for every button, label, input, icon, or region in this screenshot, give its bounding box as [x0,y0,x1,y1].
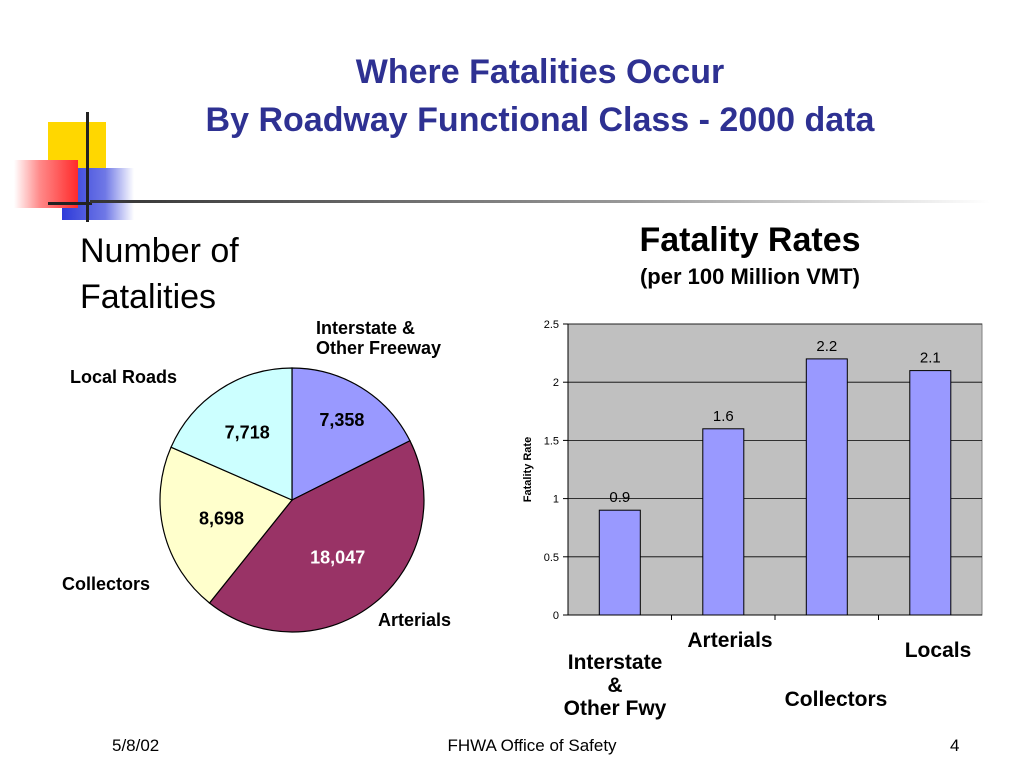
pie-value-label-collectors: 8,698 [199,508,244,528]
pie-title-line-1: Number of [80,232,239,270]
pie-slice-interstate [291,367,411,501]
pie-value-label-interstate: 7,358 [319,410,364,430]
bar-collectors [805,358,848,616]
bar-category-label-collectors: Collectors [784,688,888,711]
deco-red-square [14,160,78,208]
y-tick-label: 1.5 [544,435,559,447]
pie-slice-arterials [208,439,425,633]
bar-chart-title: Fatality Rates [639,221,861,259]
footer-date: 5/8/02 [112,736,160,755]
title-rule [90,200,990,203]
slide-title-line-1: Where Fatalities Occur [355,53,725,91]
bar-chart-subtitle: (per 100 Million VMT) [639,264,861,289]
y-tick-label: 0 [553,610,559,622]
bar-arterials [702,428,745,616]
y-tick-label: 1 [553,494,559,506]
pie-title-line-2: Fatalities [80,278,217,316]
bar-value-label-interstate: 0.9 [609,489,630,506]
pie-title: Number of Fatalities [80,228,239,320]
bar-value-label-arterials: 1.6 [713,408,734,425]
pie-category-label-collectors: Collectors [62,574,151,594]
footer-center-text: FHWA Office of Safety [447,736,617,755]
pie-slice-local-roads [170,367,293,501]
footer-page-number: 4 [950,736,960,755]
bar-category-label-interstate: Interstate & Other Fwy [563,651,667,720]
deco-short-line [48,202,92,205]
pie-category-label-local-roads: Local Roads [70,367,178,387]
pie-value-label-arterials: 18,047 [310,547,365,567]
y-tick-label: 2 [553,377,559,389]
pie-category-label-arterials: Arterials [378,610,452,630]
slide-title-line-2: By Roadway Functional Class - 2000 data [205,101,875,139]
bar-category-label-locals: Locals [904,639,972,662]
pie-value-label-local-roads: 7,718 [225,423,270,443]
bar-category-label-arterials: Arterials [687,629,773,652]
bar-value-label-locals: 2.1 [920,350,941,367]
y-tick-label: 0.5 [544,552,559,564]
pie-category-label-interstate: Interstate & Other Freeway [316,318,442,358]
deco-vertical-line [86,112,89,222]
y-tick-label: 2.5 [544,319,559,331]
y-axis-label: Fatality Rate [522,437,534,502]
bar-value-label-collectors: 2.2 [816,338,837,355]
bar-interstate [598,509,641,616]
bar-locals [909,370,952,616]
